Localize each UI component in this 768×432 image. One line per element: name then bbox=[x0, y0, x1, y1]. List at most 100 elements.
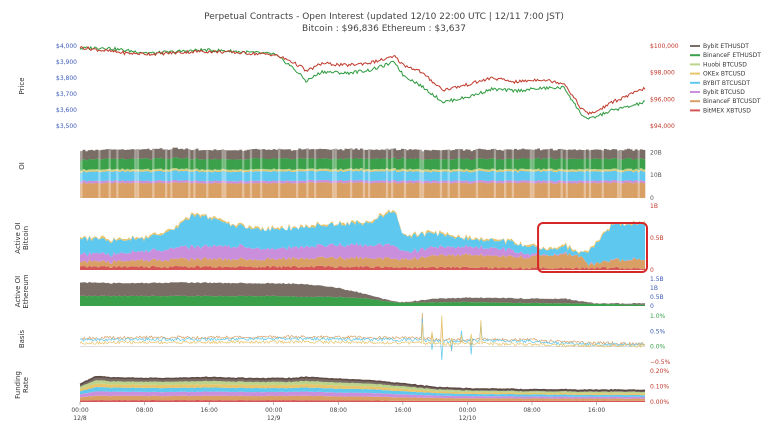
oi-bar bbox=[447, 149, 451, 159]
oi-bar bbox=[506, 158, 510, 169]
oi-bar bbox=[198, 169, 202, 171]
oi-bar bbox=[529, 149, 533, 159]
oi-bar bbox=[103, 183, 106, 198]
oi-bar bbox=[483, 182, 487, 198]
oi-bar bbox=[151, 158, 155, 170]
oi-bar bbox=[352, 159, 356, 170]
oi-bar bbox=[542, 168, 546, 170]
oi-bar bbox=[336, 149, 340, 160]
oi-bar bbox=[478, 182, 481, 198]
oi-bar bbox=[216, 169, 219, 171]
oi-bar bbox=[249, 170, 253, 172]
oi-bar bbox=[383, 171, 386, 181]
oi-bar bbox=[331, 158, 335, 170]
oi-bar bbox=[591, 170, 594, 172]
oi-bar bbox=[637, 169, 641, 171]
oi-bar bbox=[429, 159, 433, 170]
right-tick-label: 1.0% bbox=[650, 313, 666, 320]
oi-bar bbox=[388, 183, 392, 198]
oi-bar bbox=[519, 158, 523, 169]
oi-bar bbox=[478, 158, 481, 169]
oi-bar bbox=[593, 170, 597, 172]
oi-bar bbox=[537, 182, 541, 198]
oi-bar bbox=[321, 169, 325, 171]
oi-bar bbox=[270, 158, 273, 170]
oi-bar bbox=[611, 158, 615, 169]
oi-bar bbox=[277, 148, 281, 159]
oi-bar bbox=[97, 181, 101, 184]
oi-bar bbox=[164, 169, 168, 171]
oi-bar bbox=[218, 183, 222, 198]
oi-bar bbox=[421, 181, 425, 184]
oi-bar bbox=[372, 182, 376, 198]
oi-bar bbox=[449, 172, 453, 182]
oi-bar bbox=[280, 183, 284, 198]
oi-bar bbox=[128, 158, 132, 170]
oi-bar bbox=[539, 181, 543, 184]
oi-bar bbox=[529, 158, 533, 169]
oi-bar bbox=[475, 148, 479, 159]
oi-bar bbox=[557, 182, 561, 198]
oi-bar bbox=[318, 169, 322, 171]
oi-bar bbox=[149, 172, 153, 182]
oi-bar bbox=[82, 149, 86, 160]
oi-bar bbox=[254, 170, 258, 172]
oi-bar bbox=[367, 170, 371, 172]
oi-bar bbox=[621, 159, 625, 170]
oi-bar bbox=[416, 180, 420, 183]
oi-bar bbox=[100, 183, 104, 198]
oi-bar bbox=[380, 158, 384, 169]
oi-bar bbox=[401, 180, 404, 183]
oi-bar bbox=[393, 179, 397, 183]
oi-bar bbox=[226, 181, 230, 184]
oi-bar bbox=[601, 159, 605, 170]
oi-bar bbox=[349, 157, 353, 169]
oi-bar bbox=[262, 170, 266, 172]
oi-bar bbox=[110, 169, 114, 171]
oi-bar bbox=[634, 171, 638, 181]
oi-bar bbox=[619, 159, 623, 170]
right-tick-label: 0.5B bbox=[650, 235, 664, 242]
oi-bar bbox=[270, 183, 273, 198]
oi-bar bbox=[591, 171, 594, 181]
x-tick-label: 08:00 bbox=[136, 407, 153, 414]
oi-bar bbox=[146, 182, 150, 198]
oi-bar bbox=[239, 168, 243, 171]
oi-bar bbox=[329, 171, 332, 181]
oi-bar bbox=[449, 171, 453, 173]
oi-bar bbox=[97, 169, 101, 171]
oi-bar bbox=[390, 170, 394, 181]
oi-bar bbox=[300, 158, 304, 169]
oi-bar bbox=[372, 170, 376, 172]
oi-bar bbox=[334, 169, 338, 171]
oi-bar bbox=[562, 171, 566, 181]
oi-bar bbox=[601, 169, 605, 171]
oi-bar bbox=[560, 169, 564, 172]
oi-bar bbox=[598, 158, 602, 170]
oi-bar bbox=[388, 159, 392, 170]
oi-bar bbox=[162, 149, 166, 159]
oi-bar bbox=[244, 172, 248, 182]
oi-bar bbox=[336, 170, 340, 172]
oi-bar bbox=[359, 158, 363, 169]
oi-bar bbox=[349, 148, 353, 158]
oi-bar bbox=[275, 183, 279, 198]
price-line-ethereum bbox=[79, 45, 646, 120]
oi-bar bbox=[144, 170, 148, 172]
oi-bar bbox=[182, 168, 186, 171]
oi-bar bbox=[439, 170, 443, 172]
oi-bar bbox=[259, 149, 263, 159]
oi-bar bbox=[514, 148, 517, 159]
oi-bar bbox=[180, 168, 184, 170]
oi-bar bbox=[223, 150, 227, 160]
oi-bar bbox=[444, 170, 448, 172]
oi-bar bbox=[526, 182, 530, 198]
oi-bar bbox=[295, 183, 299, 198]
oi-bar bbox=[570, 158, 574, 170]
oi-bar bbox=[252, 180, 255, 184]
oi-bar bbox=[591, 149, 594, 159]
oi-bar bbox=[175, 147, 178, 158]
oi-bar bbox=[416, 182, 420, 198]
oi-bar bbox=[616, 170, 620, 172]
